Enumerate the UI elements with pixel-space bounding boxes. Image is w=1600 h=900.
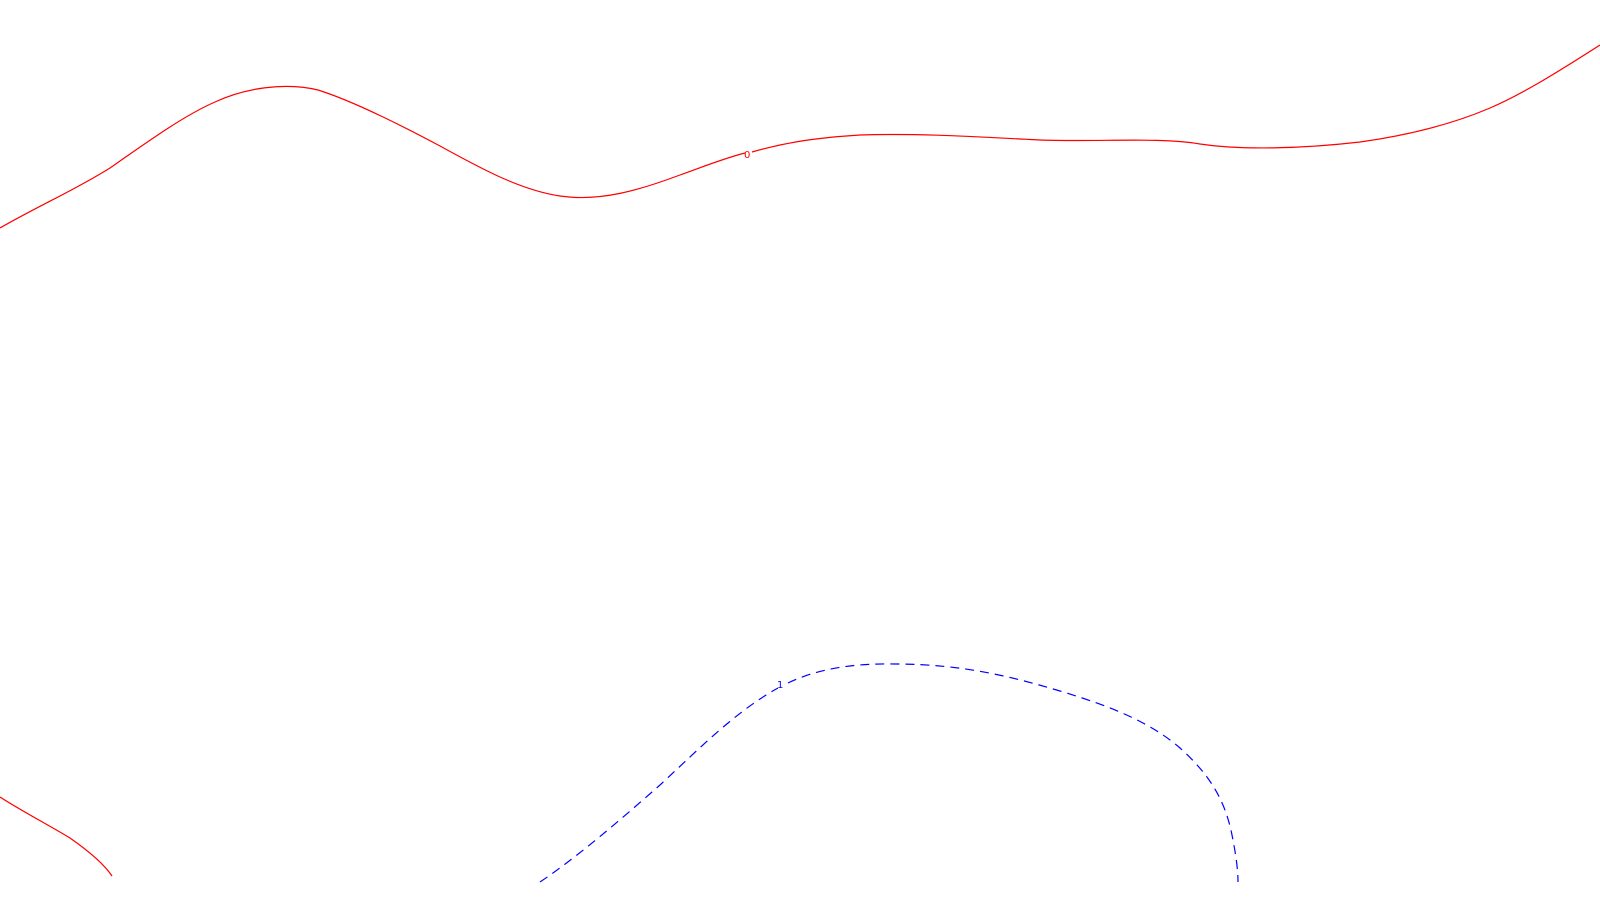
contour-label-0: 0 [744, 150, 750, 161]
contour-line-1-continued [787, 663, 1239, 883]
contour-line-0-continued [751, 44, 1600, 153]
contour-line-0-fragment [0, 796, 113, 877]
contour-line-1 [539, 687, 779, 883]
contour-line-0 [0, 85, 746, 229]
contour-label-1: 1 [777, 680, 783, 691]
